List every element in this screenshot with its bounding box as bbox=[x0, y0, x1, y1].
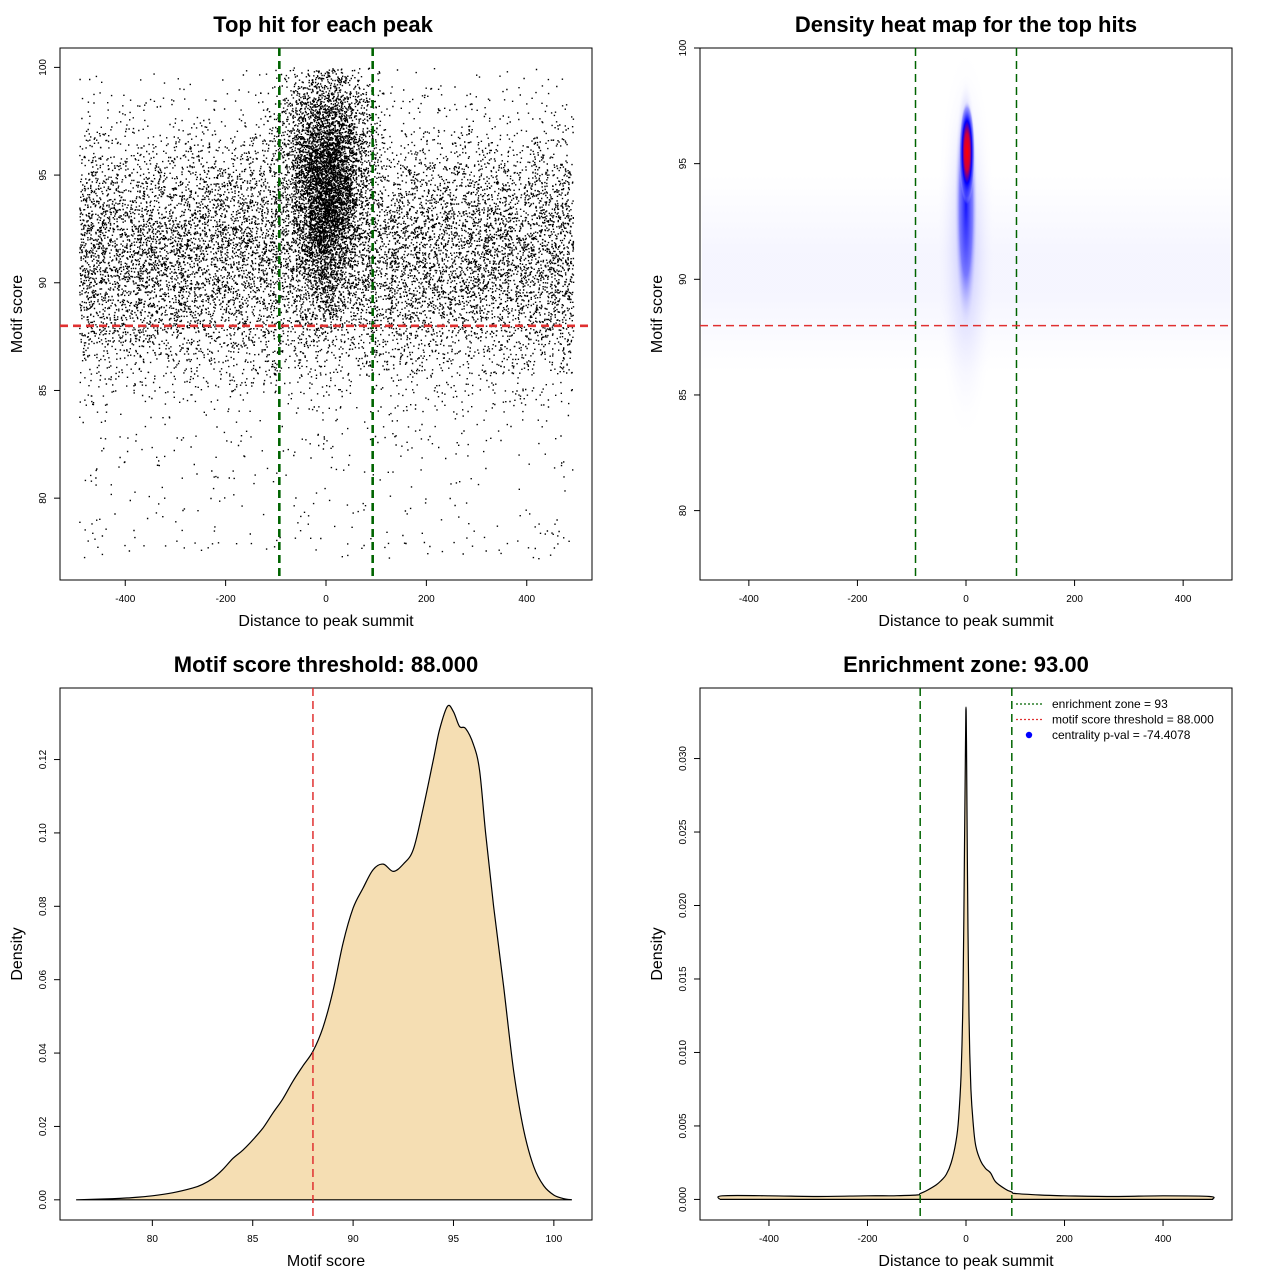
scatter-title: Top hit for each peak bbox=[213, 12, 433, 37]
distance-density-xtick-label: -200 bbox=[857, 1234, 877, 1245]
heatmap-y-axis: 80 85 90 95 100 bbox=[678, 39, 700, 516]
scatter-ytick-label: 80 bbox=[38, 492, 49, 504]
scatter-xtick-label: -200 bbox=[216, 594, 236, 605]
heatmap-xtick-label: 400 bbox=[1175, 594, 1192, 605]
heatmap-ytick-label: 100 bbox=[678, 39, 689, 56]
distance-density-legend: enrichment zone = 93 motif score threshol… bbox=[1016, 697, 1214, 742]
heatmap-density-core bbox=[959, 100, 975, 205]
panel-distance-density: Enrichment zone: 93.00 -400 -200 0 200 400 0.… bbox=[649, 652, 1233, 1270]
scatter-points bbox=[79, 67, 575, 560]
legend-item: enrichment zone = 93 bbox=[1016, 697, 1168, 711]
distance-density-ytick-label: 0.010 bbox=[678, 1040, 689, 1065]
score-density-ytick-label: 0.08 bbox=[38, 896, 49, 916]
heatmap-ytick-label: 90 bbox=[678, 273, 689, 285]
score-density-x-axis: 80 85 90 95 100 bbox=[147, 1220, 563, 1245]
scatter-xtick-label: -400 bbox=[115, 594, 135, 605]
scatter-x-axis: -400 -200 0 200 400 bbox=[115, 580, 536, 605]
heatmap-xtick-label: -400 bbox=[739, 594, 759, 605]
legend-item: centrality p-val = -74.4078 bbox=[1025, 728, 1191, 742]
score-density-ytick-label: 0.10 bbox=[38, 823, 49, 843]
score-density-xtick-label: 100 bbox=[546, 1234, 563, 1245]
score-density-xtick-label: 85 bbox=[247, 1234, 259, 1245]
panel-heatmap: Density heat map for the top hits bbox=[649, 12, 1233, 630]
legend-label: centrality p-val = -74.4078 bbox=[1052, 728, 1191, 742]
distance-density-plot-area bbox=[717, 706, 1215, 1200]
scatter-ytick-label: 95 bbox=[38, 169, 49, 181]
score-density-xtick-label: 80 bbox=[147, 1234, 159, 1245]
scatter-plot-area bbox=[79, 67, 575, 560]
score-density-density-curve bbox=[76, 704, 572, 1201]
score-density-ytick-label: 0.04 bbox=[38, 1043, 49, 1063]
scatter-ytick-label: 90 bbox=[38, 277, 49, 289]
distance-density-ylabel: Density bbox=[649, 927, 666, 980]
scatter-ytick-label: 85 bbox=[38, 384, 49, 396]
heatmap-title: Density heat map for the top hits bbox=[795, 12, 1137, 37]
score-density-ytick-label: 0.06 bbox=[38, 970, 49, 990]
scatter-xtick-label: 400 bbox=[518, 594, 535, 605]
distance-density-xlabel: Distance to peak summit bbox=[878, 1253, 1054, 1270]
score-density-ylabel: Density bbox=[9, 927, 26, 980]
distance-density-density-curve bbox=[717, 706, 1215, 1200]
heatmap-xtick-label: 0 bbox=[963, 594, 969, 605]
heatmap-ytick-label: 95 bbox=[678, 158, 689, 170]
scatter-ylabel: Motif score bbox=[9, 275, 26, 353]
distance-density-ytick-label: 0.020 bbox=[678, 893, 689, 918]
score-density-area-fill bbox=[76, 705, 572, 1200]
heatmap-plot-area bbox=[702, 44, 1230, 445]
distance-density-area-fill bbox=[717, 707, 1215, 1200]
distance-density-x-axis: -400 -200 0 200 400 bbox=[759, 1220, 1172, 1245]
scatter-xlabel: Distance to peak summit bbox=[238, 613, 414, 630]
scatter-xtick-label: 0 bbox=[323, 594, 329, 605]
score-density-xtick-label: 90 bbox=[348, 1234, 360, 1245]
distance-density-ytick-label: 0.025 bbox=[678, 819, 689, 844]
panel-scatter: Top hit for each peak -400 -200 0 200 400808… bbox=[9, 12, 593, 630]
panel-score-density: Motif score threshold: 88.000 80 85 90 95 10… bbox=[9, 652, 593, 1270]
distance-density-xtick-label: 400 bbox=[1155, 1234, 1172, 1245]
heatmap-ytick-label: 80 bbox=[678, 505, 689, 517]
score-density-y-axis: 0.00 0.02 0.04 0.06 0.08 0.10 0.12 bbox=[38, 749, 60, 1210]
heatmap-ytick-label: 85 bbox=[678, 389, 689, 401]
heatmap-xtick-label: -200 bbox=[847, 594, 867, 605]
score-density-xtick-label: 95 bbox=[448, 1234, 460, 1245]
score-density-ytick-label: 0.00 bbox=[38, 1190, 49, 1210]
score-density-title: Motif score threshold: 88.000 bbox=[174, 652, 478, 677]
score-density-xlabel: Motif score bbox=[287, 1253, 365, 1270]
score-density-ytick-label: 0.02 bbox=[38, 1116, 49, 1136]
score-density-plot-area bbox=[76, 704, 572, 1201]
distance-density-ytick-label: 0.005 bbox=[678, 1113, 689, 1138]
heatmap-xlabel: Distance to peak summit bbox=[878, 613, 1054, 630]
scatter-ytick-label: 100 bbox=[38, 59, 49, 76]
distance-density-ytick-label: 0.015 bbox=[678, 966, 689, 991]
distance-density-xtick-label: -400 bbox=[759, 1234, 779, 1245]
scatter-xtick-label: 200 bbox=[418, 594, 435, 605]
score-density-ytick-label: 0.12 bbox=[38, 749, 49, 769]
distance-density-y-axis: 0.000 0.005 0.010 0.015 0.020 0.025 0.030 bbox=[678, 746, 700, 1212]
distance-density-ytick-label: 0.030 bbox=[678, 746, 689, 771]
distance-density-title: Enrichment zone: 93.00 bbox=[843, 652, 1089, 677]
score-density-frame bbox=[59, 687, 593, 1221]
legend-label: motif score threshold = 88.000 bbox=[1052, 713, 1214, 727]
distance-density-xtick-label: 0 bbox=[963, 1234, 969, 1245]
heatmap-xtick-label: 200 bbox=[1066, 594, 1083, 605]
legend-item: motif score threshold = 88.000 bbox=[1016, 713, 1214, 727]
distance-density-ytick-label: 0.000 bbox=[678, 1186, 689, 1211]
legend-point bbox=[1025, 731, 1033, 739]
scatter-y-axis: 80 85 90 95 100 bbox=[38, 59, 60, 504]
distance-density-xtick-label: 200 bbox=[1056, 1234, 1073, 1245]
heatmap-ylabel: Motif score bbox=[649, 275, 666, 353]
heatmap-x-axis: -400 -200 0 200 400 bbox=[739, 580, 1192, 605]
legend-label: enrichment zone = 93 bbox=[1052, 697, 1168, 711]
